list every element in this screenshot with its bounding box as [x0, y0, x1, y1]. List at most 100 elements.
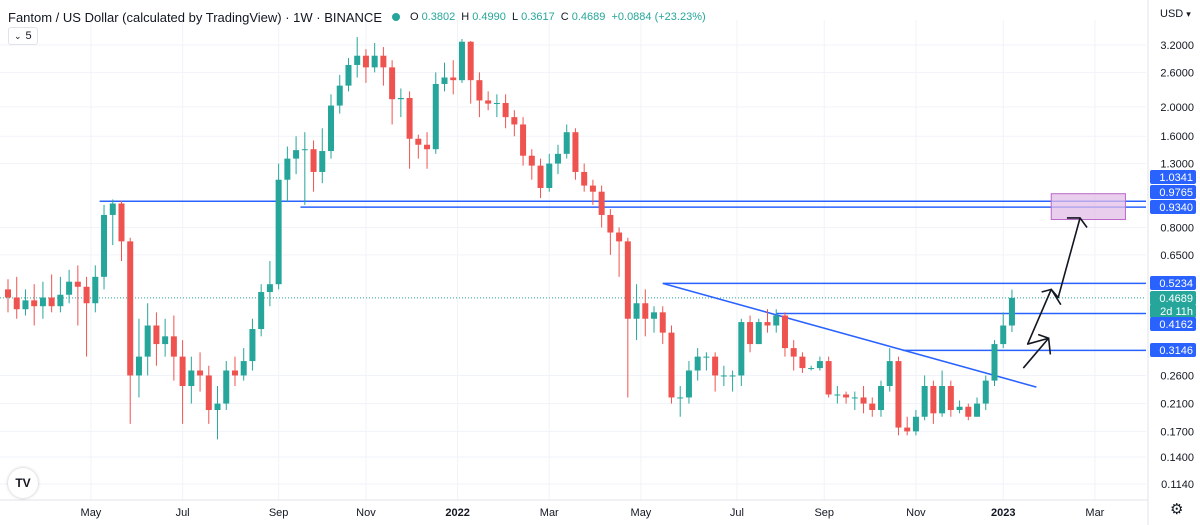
- candle: [371, 42, 378, 73]
- candle: [389, 60, 396, 125]
- candle: [581, 163, 588, 192]
- candle-body: [240, 361, 247, 376]
- candle: [886, 348, 893, 392]
- candle: [694, 348, 701, 381]
- candle: [974, 397, 981, 417]
- candle-body: [144, 325, 151, 357]
- indicator-toggle[interactable]: ⌄ 5: [8, 27, 38, 45]
- open-value: 0.3802: [421, 11, 456, 23]
- close-label: C: [560, 11, 569, 23]
- candle-body: [1008, 297, 1015, 326]
- candle: [354, 37, 361, 78]
- candle: [563, 124, 570, 159]
- currency-selector[interactable]: USD ▾: [1160, 8, 1191, 20]
- candle: [109, 199, 116, 246]
- gear-icon[interactable]: ⚙: [1170, 501, 1184, 518]
- candle: [336, 74, 343, 114]
- candle: [39, 281, 46, 319]
- candle: [860, 385, 867, 414]
- candle-body: [389, 67, 396, 100]
- price-label-box: [1150, 185, 1196, 199]
- time-tick-label: Nov: [906, 507, 926, 519]
- candle: [720, 365, 727, 386]
- candle: [31, 284, 38, 326]
- candle-body: [764, 322, 771, 326]
- candle: [773, 309, 780, 333]
- candle-body: [328, 105, 335, 152]
- candle: [118, 200, 125, 262]
- candle-body: [755, 322, 762, 345]
- candle-body: [345, 64, 352, 86]
- candle-body: [589, 185, 596, 192]
- time-tick-label: Jul: [730, 507, 744, 519]
- price-tick-label: 0.1700: [1160, 426, 1194, 438]
- price-tick-label: 0.2100: [1160, 399, 1194, 411]
- trend-line: [662, 282, 1037, 388]
- candle: [476, 72, 483, 118]
- candle: [589, 179, 596, 205]
- price-tick-label: 0.2600: [1160, 370, 1194, 382]
- candle-body: [878, 385, 884, 410]
- candle-body: [275, 179, 282, 285]
- candle: [205, 365, 212, 424]
- candle: [764, 309, 771, 333]
- candle-body: [57, 294, 64, 307]
- candle-body: [904, 427, 911, 432]
- candle-body: [380, 55, 387, 68]
- candle: [493, 94, 500, 118]
- candle: [651, 306, 658, 333]
- candle: [266, 261, 273, 307]
- candle: [214, 385, 221, 440]
- price-label-box: [1150, 317, 1196, 331]
- candle-body: [616, 232, 623, 242]
- candle-body: [92, 276, 99, 304]
- candle-body: [406, 97, 413, 139]
- price-tick-label: 1.3000: [1160, 159, 1194, 171]
- price-label-box: [1150, 291, 1196, 305]
- candle-body: [790, 348, 797, 357]
- candle-body: [947, 385, 954, 410]
- candle-body: [939, 385, 946, 414]
- candle: [162, 318, 169, 357]
- candle: [57, 276, 64, 313]
- candle: [991, 340, 998, 386]
- candle-body: [956, 406, 963, 410]
- candle: [572, 128, 579, 180]
- candle: [781, 312, 788, 357]
- price-tick-label: 0.8000: [1160, 222, 1194, 234]
- candle: [685, 361, 692, 404]
- time-tick-label: Sep: [814, 507, 834, 519]
- candle: [528, 149, 535, 180]
- time-axis: May Jul Sep Nov 2022 Mar May Jul Sep Nov 2023 Mar: [0, 499, 1148, 519]
- candle-body: [319, 151, 326, 172]
- candle-body: [127, 241, 134, 376]
- tradingview-logo-icon[interactable]: TV: [8, 468, 38, 498]
- price-label-text: 0.9340: [1159, 202, 1193, 214]
- candle: [921, 375, 928, 421]
- arrow-head: [1037, 333, 1052, 355]
- candle: [1008, 289, 1015, 332]
- candle: [624, 237, 631, 398]
- candle: [74, 265, 81, 326]
- horizontal-levels: [99, 200, 1146, 388]
- candle-body: [66, 281, 73, 295]
- candle-body: [843, 394, 850, 398]
- candle: [231, 356, 238, 386]
- candle-body: [101, 214, 108, 277]
- candle: [1000, 312, 1007, 349]
- price-label-text: 2d 11h: [1160, 306, 1193, 318]
- candle: [982, 375, 989, 410]
- candle: [458, 38, 465, 83]
- candle: [450, 60, 457, 95]
- status-dot-icon: [392, 13, 400, 21]
- candle: [345, 57, 352, 92]
- time-tick-label: Nov: [356, 507, 376, 519]
- symbol-title[interactable]: Fantom / US Dollar (calculated by Tradin…: [8, 9, 382, 25]
- candle: [301, 132, 308, 205]
- candle-body: [572, 132, 579, 172]
- candle-body: [982, 380, 989, 404]
- candle-body: [921, 385, 928, 417]
- candle-body: [458, 41, 465, 81]
- candle-body: [808, 368, 815, 370]
